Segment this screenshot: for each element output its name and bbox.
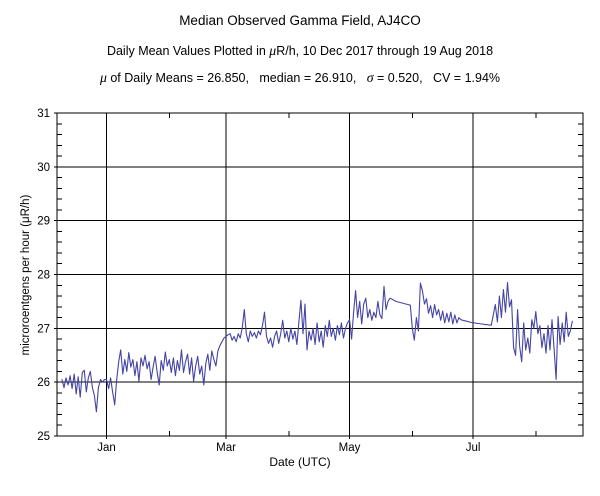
y-tick-label: 30 — [37, 162, 50, 174]
greek-symbol: μ — [99, 70, 107, 85]
text-segment: of Daily Means = 26.850, median = 26.910… — [106, 71, 367, 85]
text-segment: R/h, 10 Dec 2017 through 19 Aug 2018 — [276, 44, 494, 58]
x-tick-label: May — [339, 442, 361, 454]
plot-frame — [56, 112, 584, 437]
greek-symbol: μ — [269, 43, 277, 58]
y-tick-label: 31 — [37, 108, 50, 120]
y-axis-title: microroentgens per hour (μR/h) — [20, 194, 32, 356]
greek-symbol: σ — [366, 70, 374, 85]
stats-line: μ of Daily Means = 26.850, median = 26.9… — [0, 70, 600, 86]
y-tick-label: 25 — [37, 431, 50, 443]
x-axis-title: Date (UTC) — [269, 455, 331, 469]
chart-subtitle: Daily Mean Values Plotted in μR/h, 10 De… — [0, 43, 600, 59]
y-tick-label: 27 — [37, 323, 50, 335]
x-tick-label: Jan — [97, 442, 116, 454]
text-segment: Daily Mean Values Plotted in — [106, 44, 270, 58]
x-tick-label: Jul — [466, 442, 481, 454]
x-tick-label: Mar — [216, 442, 236, 454]
y-tick-label: 28 — [37, 270, 50, 282]
y-tick-label: 29 — [37, 216, 50, 228]
data-line — [61, 282, 573, 413]
text-segment: = 0.520, CV = 1.94% — [373, 71, 501, 85]
y-tick-label: 26 — [37, 377, 50, 389]
chart-title: Median Observed Gamma Field, AJ4CO — [179, 13, 421, 28]
